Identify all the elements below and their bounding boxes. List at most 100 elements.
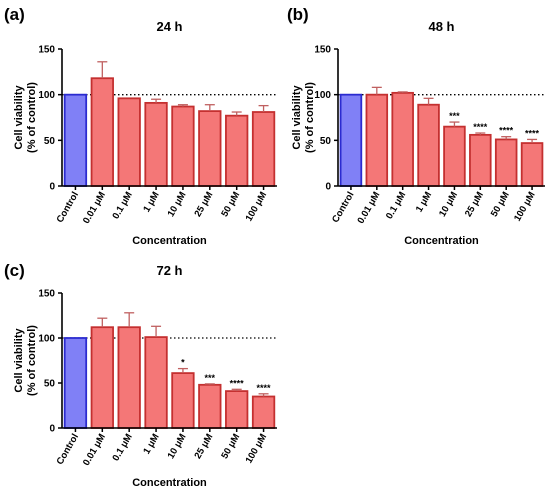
category-label-1: 0.01 μM — [81, 190, 108, 226]
category-label-7: 100 μM — [244, 190, 270, 223]
error-bar-7 — [527, 138, 538, 144]
category-label-2: 0.1 μM — [110, 432, 134, 463]
y-axis-label-line: (% of control) — [304, 82, 316, 153]
error-bar-5 — [204, 104, 215, 112]
bar-2 — [117, 97, 141, 187]
category-label-0: Control — [330, 190, 356, 225]
y-tick-label-1: 50 — [320, 136, 332, 147]
y-tick-label-2: 100 — [314, 90, 331, 101]
category-label-4: 10 μM — [166, 432, 189, 461]
category-label-0: Control — [55, 432, 81, 467]
significance-label-5: **** — [473, 122, 488, 132]
bar-2 — [391, 91, 414, 187]
error-bar-6 — [231, 388, 242, 392]
bar-4 — [443, 125, 466, 187]
bar-7 — [251, 395, 276, 429]
y-tick-label-3: 150 — [314, 45, 331, 56]
category-label-5: 25 μM — [192, 432, 215, 461]
error-bar-5 — [475, 132, 486, 135]
category-label-5: 25 μM — [192, 190, 215, 219]
y-tick-label-2: 100 — [38, 334, 55, 345]
bar-4 — [171, 372, 195, 429]
category-label-4: 10 μM — [437, 190, 460, 219]
error-bar-3 — [423, 97, 434, 105]
x-axis-label: Concentration — [404, 235, 479, 247]
category-label-7: 100 μM — [512, 190, 538, 223]
y-tick-label-2: 100 — [38, 90, 55, 101]
chart-panel-0: (a) 24 h Cell viability(% of control) Conce… — [4, 5, 277, 247]
error-bar-7 — [258, 393, 269, 397]
error-bar-4 — [177, 104, 188, 107]
panel-letter: (a) — [4, 5, 25, 24]
y-tick-label-0: 0 — [49, 424, 55, 435]
category-label-6: 50 μM — [219, 190, 242, 219]
significance-label-6: **** — [499, 126, 514, 136]
bar-5 — [469, 133, 492, 187]
bar-6 — [225, 114, 249, 187]
y-axis-label-line: Cell viability — [291, 85, 303, 150]
bar-1 — [365, 93, 389, 187]
chart-panel-1: (b) 48 h Cell viability(% of control) Conce… — [287, 5, 545, 247]
category-label-3: 1 μM — [141, 190, 161, 214]
y-tick-label-1: 50 — [44, 136, 56, 147]
bar-4 — [171, 105, 195, 187]
x-axis-label: Concentration — [132, 235, 207, 247]
error-bar-4 — [177, 367, 188, 374]
bar-5 — [198, 383, 222, 429]
error-bar-3 — [151, 325, 162, 338]
category-label-2: 0.1 μM — [384, 190, 408, 221]
error-bar-1 — [371, 86, 382, 95]
bar-6 — [225, 390, 249, 429]
y-axis-label-line: Cell viability — [13, 85, 25, 150]
y-axis-label-line: (% of control) — [26, 82, 38, 153]
error-bar-1 — [97, 61, 108, 79]
significance-label-6: **** — [230, 378, 245, 388]
category-label-0: Control — [55, 190, 81, 225]
y-tick-label-1: 50 — [44, 379, 56, 390]
category-label-1: 0.01 μM — [81, 432, 108, 468]
bar-1 — [90, 326, 114, 429]
error-bar-3 — [151, 98, 162, 103]
y-tick-label-3: 150 — [38, 45, 55, 56]
error-bar-1 — [97, 317, 108, 328]
category-label-6: 50 μM — [489, 190, 512, 219]
bar-3 — [144, 101, 168, 187]
category-label-6: 50 μM — [219, 432, 242, 461]
y-tick-label-3: 150 — [38, 289, 55, 300]
y-tick-label-0: 0 — [49, 182, 55, 193]
category-label-3: 1 μM — [414, 190, 434, 214]
bar-3 — [417, 103, 440, 187]
error-bar-4 — [449, 121, 460, 127]
bar-6 — [494, 138, 518, 187]
error-bar-6 — [231, 111, 242, 116]
bar-2 — [117, 326, 141, 429]
bar-3 — [144, 336, 168, 429]
bar-7 — [520, 142, 544, 187]
panel-letter: (c) — [4, 261, 25, 280]
category-label-5: 25 μM — [463, 190, 486, 219]
bar-7 — [251, 111, 276, 187]
category-label-2: 0.1 μM — [110, 190, 134, 221]
bar-5 — [198, 110, 222, 187]
bar-0 — [339, 93, 363, 187]
category-label-1: 0.01 μM — [355, 190, 382, 226]
chart-panel-2: (c) 72 h Cell viability(% of control) Conce… — [4, 261, 277, 489]
chart-title: 24 h — [156, 19, 182, 34]
bar-1 — [90, 77, 114, 187]
error-bar-2 — [124, 312, 135, 328]
y-axis-label: Cell viability(% of control) — [13, 82, 38, 153]
significance-label-4: * — [181, 358, 185, 368]
significance-label-7: **** — [525, 128, 540, 138]
y-axis-label-line: (% of control) — [26, 325, 38, 396]
significance-label-7: **** — [257, 383, 272, 393]
error-bar-6 — [501, 136, 512, 140]
chart-title: 48 h — [428, 19, 454, 34]
category-label-4: 10 μM — [166, 190, 189, 219]
error-bar-5 — [204, 383, 215, 385]
bar-0 — [63, 337, 88, 429]
y-axis-label: Cell viability(% of control) — [13, 325, 38, 396]
error-bar-7 — [258, 104, 269, 113]
y-axis-label-line: Cell viability — [13, 328, 25, 393]
bar-0 — [63, 93, 88, 187]
